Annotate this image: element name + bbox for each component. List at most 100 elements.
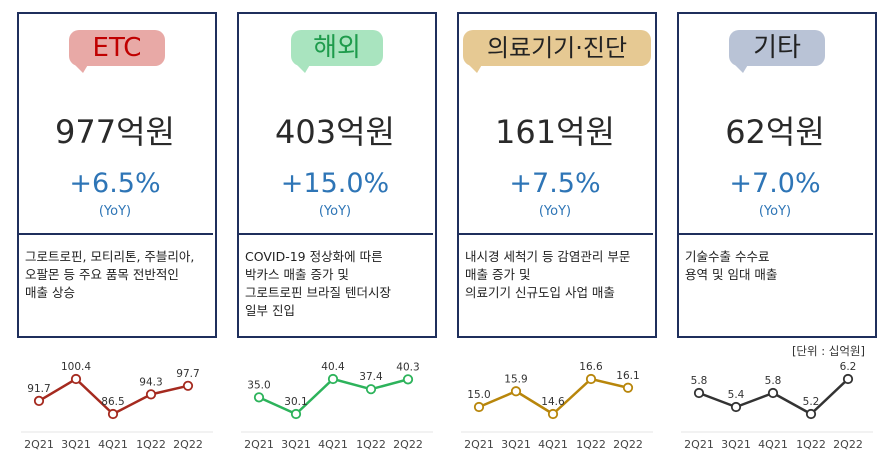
- category-label: 기타: [677, 30, 873, 73]
- sales-amount: 161억원: [495, 113, 615, 151]
- mini-chart-other: 5.8 2Q21 5.4 3Q21 5.8 4Q21 5.2 1Q22 6.2 2Q22: [681, 361, 873, 451]
- description-line: 의료기기 신규도입 사업 매출: [465, 285, 615, 300]
- sales-amount: 977억원: [55, 113, 175, 151]
- panel-etc: ETC 977억원 +6.5% (YoY) 그로트로핀, 모티리톤, 주블리아,…: [17, 12, 217, 338]
- panel-box: [17, 12, 217, 338]
- panel-divider: [237, 233, 433, 235]
- description-line: 기술수출 수수료: [685, 249, 770, 264]
- category-label-tail: [295, 63, 311, 73]
- category-label-tail: [73, 63, 89, 73]
- data-label: 30.1: [284, 396, 307, 408]
- category-label: 의료기기·진단: [457, 30, 653, 73]
- description-line: 매출 상승: [25, 285, 75, 300]
- x-tick-label: 1Q22: [356, 438, 386, 451]
- description-line: 그로트로핀, 모티리톤, 주블리아,: [25, 249, 195, 264]
- x-tick-label: 2Q22: [173, 438, 203, 451]
- x-tick-label: 3Q21: [721, 438, 751, 451]
- x-tick-label: 2Q22: [833, 438, 863, 451]
- panel-divider: [17, 233, 213, 235]
- x-tick-label: 2Q21: [24, 438, 54, 451]
- growth-rate: +6.5%: [69, 168, 161, 199]
- category-label-bubble: ETC: [69, 30, 165, 66]
- data-point: [693, 387, 705, 399]
- category-label: 해외: [237, 30, 433, 73]
- data-label: 40.4: [321, 361, 345, 373]
- x-tick-label: 4Q21: [538, 438, 568, 451]
- unit-note: [단위 : 십억원]: [791, 344, 865, 358]
- data-point: [473, 401, 485, 413]
- x-tick-label: 3Q21: [501, 438, 531, 451]
- category-label: ETC: [17, 30, 213, 73]
- x-tick-label: 2Q21: [464, 438, 494, 451]
- category-label-bubble: 기타: [729, 30, 825, 66]
- growth-rate: +15.0%: [280, 168, 390, 199]
- description-line: COVID-19 정상화에 따른: [245, 249, 383, 264]
- description-line: 박카스 매출 증가 및: [245, 267, 349, 282]
- data-point: [585, 373, 597, 385]
- data-label: 5.4: [728, 389, 745, 401]
- data-label: 5.8: [691, 375, 708, 387]
- x-tick-label: 4Q21: [758, 438, 788, 451]
- data-label: 40.3: [396, 361, 419, 373]
- data-label: 16.6: [579, 361, 603, 373]
- category-label-bubble: 해외: [291, 30, 383, 66]
- category-label-tail: [467, 63, 483, 73]
- data-point: [107, 408, 119, 420]
- data-label: 97.7: [176, 368, 199, 380]
- x-tick-label: 1Q22: [136, 438, 166, 451]
- data-point: [145, 389, 157, 400]
- data-label: 14.6: [541, 396, 565, 408]
- description: 기술수출 수수료 용역 및 임대 매출: [685, 248, 871, 284]
- data-point: [402, 374, 414, 385]
- x-tick-label: 2Q22: [393, 438, 423, 451]
- growth-rate: +7.0%: [729, 168, 821, 199]
- data-point: [842, 373, 854, 385]
- sales-amount: 62억원: [725, 113, 825, 151]
- panel-box: [677, 12, 877, 338]
- panel-divider: [457, 233, 653, 235]
- data-point: [327, 373, 339, 385]
- description-line: 용역 및 임대 매출: [685, 267, 778, 282]
- data-point: [290, 408, 302, 420]
- panel-medical-devices: 의료기기·진단 161억원 +7.5% (YoY) 내시경 세척기 등 감염관리…: [457, 12, 657, 338]
- data-point: [547, 408, 559, 420]
- x-tick-label: 1Q22: [796, 438, 826, 451]
- mini-chart-etc: 91.7 2Q21 100.4 3Q21 86.5 4Q21 94.3 1Q22 97.7 2Q2…: [21, 361, 213, 451]
- data-label: 5.2: [803, 396, 820, 408]
- panel-other: 기타 62억원 +7.0% (YoY) 기술수출 수수료 용역 및 임대 매출: [677, 12, 877, 338]
- growth-rate: +7.5%: [509, 168, 601, 199]
- data-label: 37.4: [359, 371, 383, 383]
- data-label: 6.2: [840, 361, 857, 373]
- x-tick-label: 3Q21: [281, 438, 311, 451]
- x-tick-label: 2Q21: [684, 438, 714, 451]
- data-point: [622, 382, 634, 393]
- category-label-bubble: 의료기기·진단: [463, 30, 651, 66]
- description-line: 매출 증가 및: [465, 267, 531, 282]
- x-tick-label: 2Q22: [613, 438, 643, 451]
- yoy-label: (YoY): [318, 204, 352, 219]
- panel-box: [237, 12, 437, 338]
- data-label: 5.8: [765, 375, 782, 387]
- description-line: 내시경 세척기 등 감염관리 부문: [465, 249, 631, 264]
- mini-chart-medical-devices: 15.0 2Q21 15.9 3Q21 14.6 4Q21 16.6 1Q22 16.1 2Q22: [461, 361, 653, 451]
- data-label: 15.9: [504, 373, 527, 385]
- data-point: [33, 395, 45, 407]
- data-point: [767, 387, 779, 399]
- yoy-label: (YoY): [758, 204, 792, 219]
- panel-overseas: 해외 403억원 +15.0% (YoY) COVID-19 정상화에 따른 박…: [237, 12, 437, 338]
- data-point: [510, 386, 522, 397]
- data-label: 16.1: [616, 370, 639, 382]
- data-label: 91.7: [27, 383, 50, 395]
- data-point: [365, 384, 377, 395]
- data-point: [253, 392, 265, 403]
- data-label: 86.5: [101, 396, 124, 408]
- data-point: [805, 408, 817, 420]
- category-label-tail: [733, 63, 749, 73]
- yoy-label: (YoY): [98, 204, 132, 219]
- data-label: 35.0: [247, 379, 270, 391]
- sales-amount: 403억원: [275, 113, 395, 151]
- data-label: 100.4: [61, 361, 91, 373]
- description: 그로트로핀, 모티리톤, 주블리아, 오팔몬 등 주요 품목 전반적인 매출 상…: [25, 248, 211, 302]
- panel-divider: [677, 233, 873, 235]
- x-tick-label: 4Q21: [318, 438, 348, 451]
